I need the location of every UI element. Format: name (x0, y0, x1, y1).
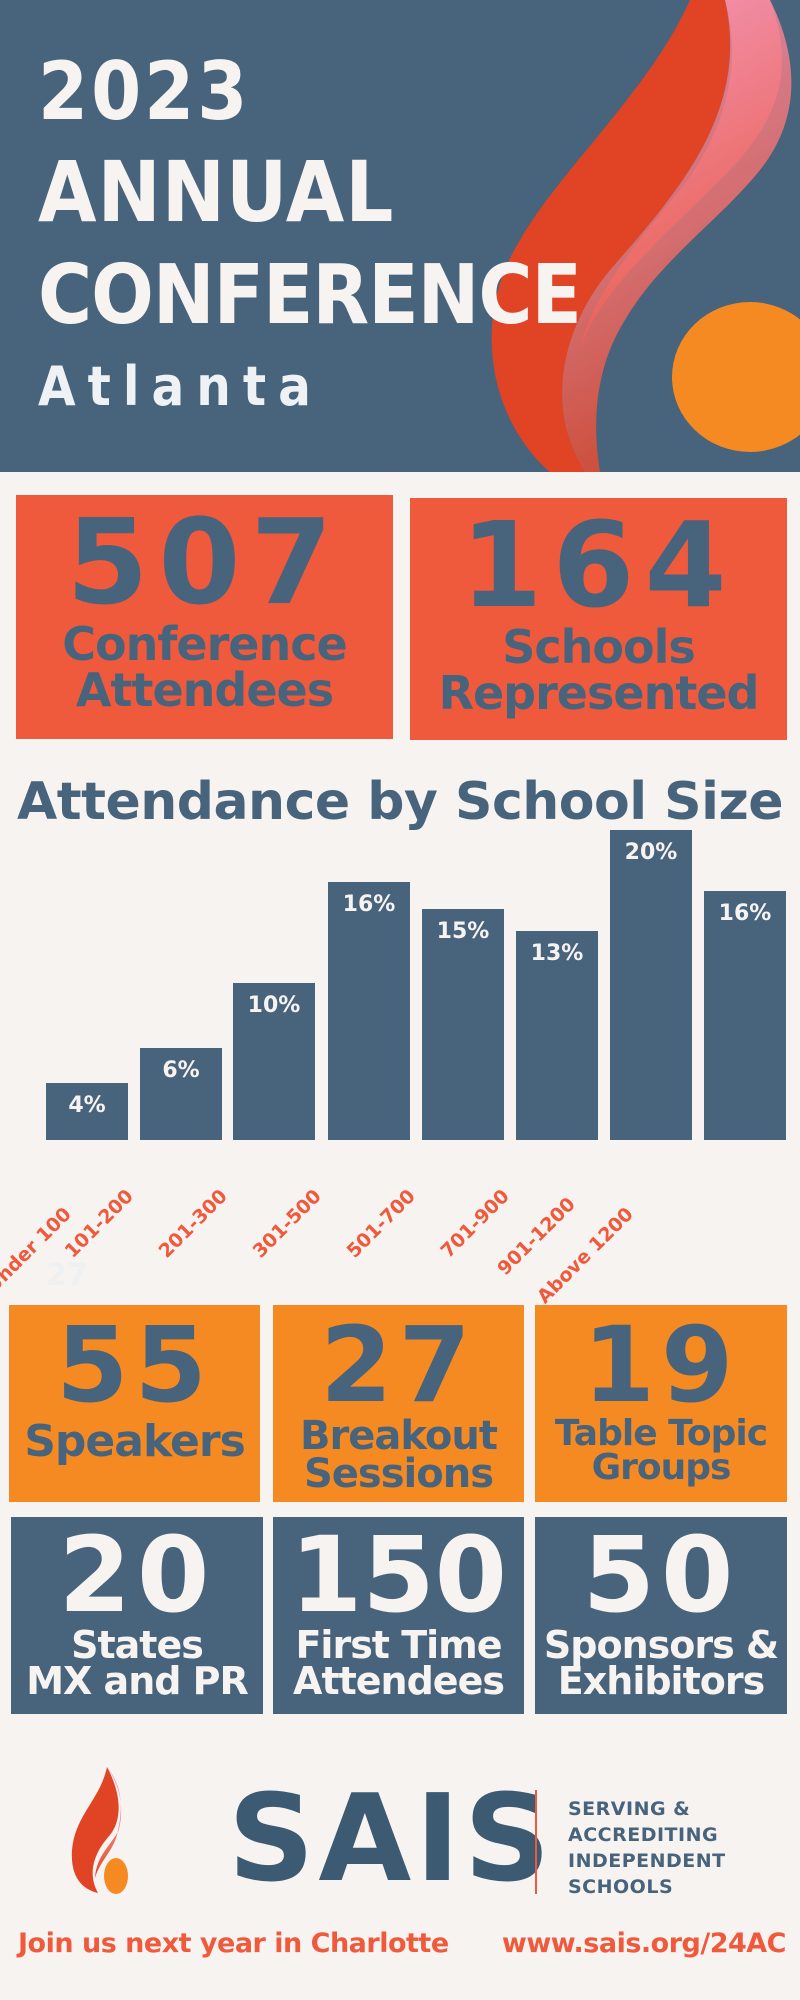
bar-301-500: 16% (328, 882, 410, 1140)
stat-label: Speakers (24, 1416, 246, 1467)
stat-label: MX and PR (26, 1659, 249, 1704)
stat-label: Groups (591, 1447, 732, 1489)
logo-wordmark: SAIS (228, 1770, 555, 1909)
stat-value: 164 (460, 496, 737, 634)
stat-label: States (71, 1623, 204, 1667)
stat-card-table-topic-groups: 19 Table Topic Groups (535, 1305, 787, 1502)
bar-501-700: 15% (422, 909, 504, 1140)
bar-chart: 4% 6% 10% 16% 15% 13% 20% 16% (0, 820, 800, 1140)
ghost-text: 27 (46, 1258, 88, 1293)
bar-value-label: 10% (247, 993, 301, 1018)
bar-value-label: 16% (342, 892, 396, 917)
stat-label: Attendees (75, 663, 334, 717)
stat-label: Sponsors & (543, 1623, 779, 1667)
hero-year: 2023 (38, 45, 251, 138)
stat-label: First Time (295, 1623, 502, 1667)
stat-card-attendees: 507 Conference Attendees (16, 495, 393, 739)
tagline-line: INDEPENDENT (568, 1850, 726, 1872)
hero-city: Atlanta (38, 355, 323, 418)
stat-value: 19 (582, 1304, 740, 1426)
bar-under-100: 4% (46, 1083, 128, 1140)
stat-value: 50 (582, 1514, 740, 1636)
logo-tagline: SERVING & ACCREDITING INDEPENDENT SCHOOL… (568, 1796, 726, 1900)
bar-101-200: 6% (140, 1048, 222, 1140)
stat-card-sponsors-exhibitors: 50 Sponsors & Exhibitors (535, 1517, 787, 1714)
stat-card-schools: 164 Schools Represented (410, 498, 787, 740)
stat-label: Attendees (293, 1659, 505, 1704)
bar-901-1200: 20% (610, 830, 692, 1140)
stat-card-first-time-attendees: 150 First Time Attendees (273, 1517, 524, 1714)
tagline-line: ACCREDITING (568, 1824, 719, 1846)
stat-card-speakers: 55 Speakers (9, 1305, 260, 1502)
bar-value-label: 16% (718, 901, 772, 926)
bar-201-300: 10% (233, 983, 315, 1140)
stat-label: Represented (438, 666, 760, 720)
hero-title-annual: ANNUAL (38, 143, 395, 241)
flame-graphic-icon (491, 0, 800, 472)
stat-value: 27 (320, 1304, 477, 1426)
tagline-line: SCHOOLS (568, 1876, 674, 1898)
stat-value: 20 (58, 1514, 216, 1636)
stat-value: 150 (289, 1514, 508, 1636)
bar-value-label: 13% (530, 941, 584, 966)
stat-label: Sessions (303, 1451, 494, 1497)
stat-label: Schools (502, 620, 695, 674)
stat-label: Conference (62, 617, 347, 671)
stat-value: 507 (66, 493, 343, 631)
stat-value: 55 (56, 1304, 213, 1426)
stat-card-states: 20 States MX and PR (11, 1517, 263, 1714)
bar-value-label: 4% (68, 1093, 106, 1118)
hero-title-conference: CONFERENCE (38, 248, 582, 343)
bar-value-label: 20% (624, 840, 678, 865)
logo-divider (535, 1790, 537, 1894)
stat-card-breakout-sessions: 27 Breakout Sessions (273, 1305, 524, 1502)
bar-value-label: 6% (162, 1058, 200, 1083)
tagline-line: SERVING & (568, 1798, 691, 1820)
stat-label: Table Topic (554, 1413, 768, 1454)
footer-url-link[interactable]: www.sais.org/24AC (501, 1928, 787, 1959)
stat-label: Breakout (300, 1413, 498, 1459)
bar-value-label: 15% (436, 919, 490, 944)
sais-flame-logo-icon (71, 1767, 128, 1894)
footer-cta: Join us next year in Charlotte (18, 1928, 449, 1959)
chart-title: Attendance by School Size (17, 772, 783, 832)
stat-label: Exhibitors (557, 1659, 765, 1704)
bar-above-1200: 16% (704, 891, 786, 1140)
bar-701-900: 13% (516, 931, 598, 1140)
hero-banner: 2023 ANNUAL CONFERENCE Atlanta (0, 0, 800, 472)
